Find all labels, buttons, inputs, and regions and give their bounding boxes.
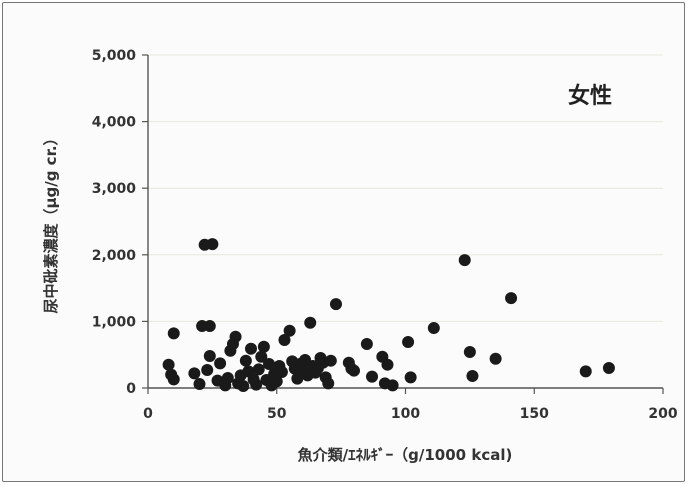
data-point (275, 366, 288, 379)
data-point (263, 358, 276, 371)
data-point (427, 322, 440, 335)
data-point (252, 363, 265, 376)
data-point (458, 254, 471, 267)
data-points (162, 238, 615, 393)
data-point (162, 358, 175, 371)
data-point (203, 350, 216, 363)
data-point (304, 316, 317, 329)
data-point (250, 378, 263, 391)
data-point (360, 338, 373, 351)
data-point (404, 371, 417, 384)
x-tick-label: 150 (520, 406, 549, 422)
data-point (366, 370, 379, 383)
data-point (329, 298, 342, 311)
data-point (381, 358, 394, 371)
x-tick-labels: 0 50 100 150 200 (143, 406, 678, 422)
data-point (348, 364, 360, 377)
data-point (463, 346, 476, 359)
data-point (291, 372, 304, 385)
data-point (229, 330, 242, 343)
y-tick-label: 3,000 (92, 181, 137, 197)
data-point (214, 357, 227, 370)
data-point (505, 292, 518, 305)
y-tick-label: 4,000 (92, 115, 137, 131)
data-point (278, 334, 291, 347)
y-tick-label: 5,000 (92, 48, 137, 64)
data-point (324, 354, 337, 367)
x-tick-label: 100 (391, 406, 420, 422)
x-axis-label: 魚介類/ｴﾈﾙｷﾞｰ（g/1000 kcal) (298, 446, 513, 464)
data-point (167, 373, 180, 386)
data-point (489, 352, 502, 365)
grid-lines (148, 54, 663, 322)
data-point (167, 327, 180, 340)
y-axis-label: 尿中砒素濃度（μg/g cr.） (42, 130, 60, 313)
data-point (283, 324, 296, 337)
data-point (466, 370, 479, 383)
data-point (270, 375, 283, 388)
data-point (255, 350, 268, 363)
data-point (221, 372, 234, 385)
axes (142, 54, 664, 394)
y-tick-label: 2,000 (92, 248, 137, 264)
data-point (257, 340, 270, 353)
x-tick-label: 50 (267, 406, 287, 422)
y-tick-label: 0 (126, 381, 136, 397)
x-tick-label: 200 (648, 406, 677, 422)
data-point (245, 342, 257, 355)
data-point (402, 336, 415, 349)
data-point (188, 367, 201, 380)
data-point (602, 362, 615, 375)
y-tick-labels: 0 1,000 2,000 3,000 4,000 5,000 (92, 48, 137, 397)
data-point (193, 378, 206, 391)
y-tick-label: 1,000 (92, 314, 137, 330)
data-point (203, 320, 216, 333)
x-tick-label: 0 (143, 406, 153, 422)
data-point (237, 380, 250, 393)
data-point (206, 238, 219, 251)
data-point (386, 379, 399, 392)
data-point (322, 377, 335, 390)
data-point (579, 365, 592, 378)
data-point (201, 364, 214, 377)
data-point (239, 354, 252, 367)
chart-annotation: 女性 (568, 83, 612, 109)
chart-frame (2, 2, 685, 482)
